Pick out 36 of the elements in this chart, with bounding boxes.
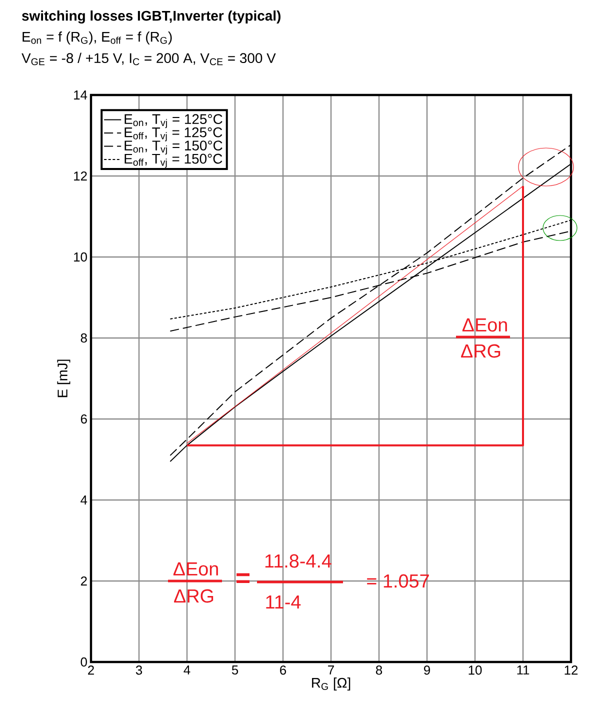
x-tick-label: 7	[328, 666, 334, 674]
annotation: 11.8-4.4	[265, 554, 332, 568]
x-tick-label: 12	[564, 666, 578, 675]
annotation: ΔRG	[174, 589, 214, 603]
y-tick-label: 12	[74, 171, 87, 181]
legend-label: E$_{off}$, T$_{vj}$ = 150°C	[124, 154, 222, 168]
x-axis-title: R$_{G}$ [Ω]	[312, 678, 350, 691]
y-tick-label: 4	[80, 496, 88, 504]
legend-label: E$_{on}$, T$_{vj}$ = 150°C	[124, 140, 222, 155]
x-tick-label: 10	[468, 666, 482, 675]
x-tick-label: 6	[280, 666, 286, 675]
y-tick-label: 0	[80, 657, 87, 667]
y-axis-title: E [mJ]	[57, 360, 70, 398]
x-tick-label: 2	[88, 666, 94, 675]
legend-label: E$_{off}$, T$_{vj}$ = 125°C	[124, 127, 222, 142]
legend-label: E$_{on}$, T$_{vj}$ = 125°C	[124, 114, 222, 128]
x-tick-label: 5	[232, 666, 238, 675]
annotation: =	[236, 573, 250, 584]
x-tick-label: 3	[136, 666, 142, 675]
annotation: ΔEon	[462, 318, 507, 332]
y-tick-label: 10	[74, 252, 87, 262]
x-tick-label: 9	[424, 666, 430, 675]
x-tick-label: 4	[184, 666, 190, 674]
y-tick-label: 14	[74, 90, 88, 100]
text: V$_{GE}$ = -8 / +15 V, I$_{C}$ = 200 A, V$_{CE}$ = 300 V	[22, 52, 276, 66]
y-tick-label: 8	[80, 333, 87, 343]
text: E$_{on}$ = f (R$_{G}$), E$_{off}$ = f (R$_{G}$)	[22, 31, 172, 44]
y-tick-label: 6	[80, 414, 87, 424]
x-tick-label: 8	[376, 666, 382, 675]
chart-title: switching losses IGBT,Inverter (typical)	[22, 10, 280, 24]
annotation: ΔRG	[461, 344, 500, 358]
y-tick-label: 2	[80, 576, 87, 586]
annotation: ΔEon	[173, 562, 218, 576]
annotation: = 1.057	[367, 574, 429, 588]
x-tick-label: 11	[517, 666, 530, 674]
annotation: 11-4	[266, 595, 301, 609]
